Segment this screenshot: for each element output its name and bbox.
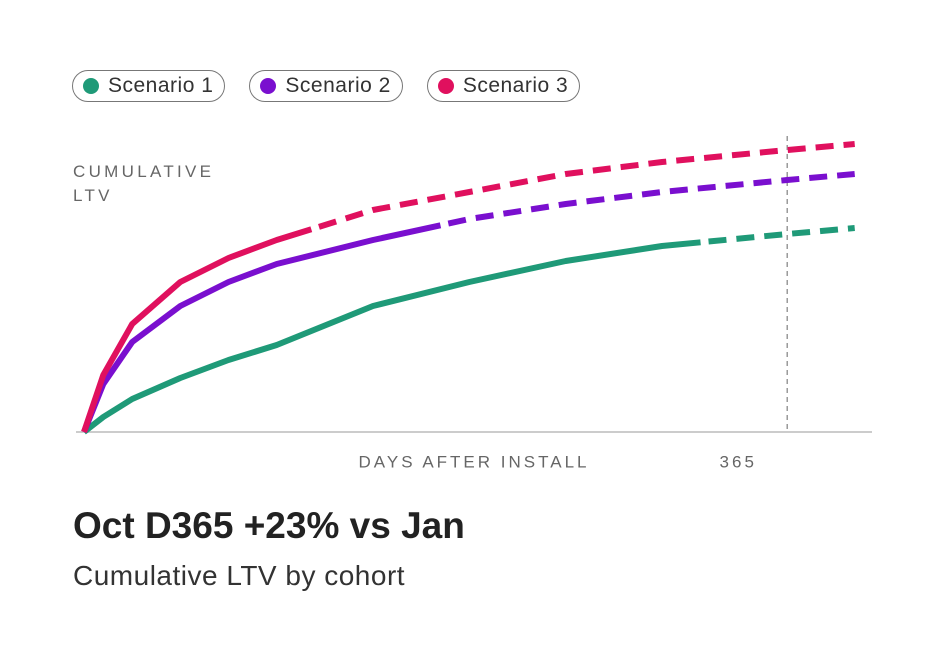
legend-swatch	[83, 78, 99, 94]
subtitle: Cumulative LTV by cohort	[73, 560, 406, 591]
legend: Scenario 1 Scenario 2 Scenario 3	[72, 70, 581, 102]
legend-swatch	[437, 78, 454, 94]
legend-item[interactable]: Scenario 3	[426, 70, 581, 102]
title: Oct D365 +23% vs Jan	[73, 505, 465, 546]
legend-swatch	[260, 78, 277, 94]
legend-label: Scenario 2	[285, 74, 391, 97]
series-line	[82, 225, 855, 435]
y-axis-label: CUMULATIVE LTV	[73, 162, 215, 205]
legend-label: Scenario 1	[108, 74, 214, 97]
series-line	[81, 171, 855, 434]
x-tick-label: 365	[720, 452, 757, 471]
x-axis-label: DAYS AFTER INSTALL	[359, 452, 590, 471]
legend-item[interactable]: Scenario 2	[249, 70, 403, 102]
series-line	[81, 141, 855, 433]
legend-item[interactable]: Scenario 1	[72, 70, 226, 102]
legend-label: Scenario 3	[462, 74, 569, 97]
